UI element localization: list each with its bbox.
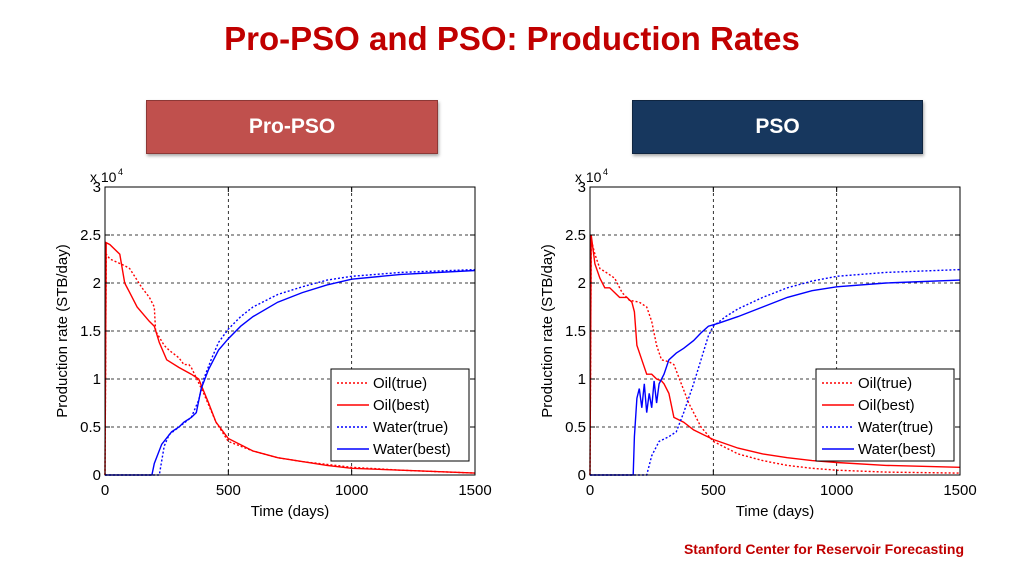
y-tick-label: 2.5 bbox=[80, 227, 101, 244]
legend-box bbox=[815, 368, 955, 462]
x-axis-label: Time (days) bbox=[736, 503, 815, 520]
x-tick-label: 500 bbox=[216, 482, 241, 499]
y-multiplier-label: x 10 bbox=[90, 169, 117, 185]
x-tick-label: 0 bbox=[586, 482, 594, 499]
series-line-water-true bbox=[590, 268, 961, 476]
y-axis-label: Production rate (STB/day) bbox=[539, 244, 556, 417]
y-tick-label: 1.5 bbox=[80, 323, 101, 340]
y-tick-label: 2 bbox=[578, 275, 586, 292]
y-tick-label: 2 bbox=[93, 275, 101, 292]
x-axis-label: Time (days) bbox=[251, 503, 330, 520]
y-multiplier-exponent: 4 bbox=[603, 167, 608, 177]
x-tick-label: 0 bbox=[101, 482, 109, 499]
y-multiplier-exponent: 4 bbox=[118, 167, 123, 177]
series-line-oil-best bbox=[589, 234, 961, 476]
y-tick-label: 1 bbox=[578, 371, 586, 388]
y-tick-label: 3 bbox=[578, 179, 586, 196]
footer-credit: Stanford Center for Reservoir Forecastin… bbox=[683, 541, 964, 557]
x-tick-label: 1500 bbox=[943, 482, 976, 499]
legend-label: Water(true) bbox=[373, 419, 448, 436]
y-tick-label: 0 bbox=[93, 467, 101, 484]
series-line-water-best bbox=[590, 279, 961, 476]
legend-label: Water(best) bbox=[858, 441, 936, 458]
x-tick-label: 1500 bbox=[458, 482, 491, 499]
y-tick-label: 2.5 bbox=[565, 227, 586, 244]
pro-pso-production-chart: 0 500 1000 1500 0 0.5 1 1.5 2 2.5 3x 10 4 Time (days… bbox=[54, 167, 492, 520]
series-line-oil-true bbox=[589, 239, 961, 476]
page-title: Pro-PSO and PSO: Production Rates bbox=[224, 20, 800, 57]
x-tick-label: 1000 bbox=[820, 482, 853, 499]
pso-production-chart: 0 500 1000 1500 0 0.5 1 1.5 2 2.5 3x 10 4 Time (days… bbox=[539, 167, 977, 520]
x-tick-label: 1000 bbox=[335, 482, 368, 499]
legend-label: Oil(true) bbox=[858, 375, 912, 392]
pro-pso-panel-label: Pro-PSO bbox=[248, 115, 336, 138]
y-tick-label: 0.5 bbox=[80, 419, 101, 436]
pso-panel-header: PSO bbox=[632, 100, 923, 154]
y-tick-label: 0 bbox=[578, 467, 586, 484]
legend-label: Water(best) bbox=[373, 441, 451, 458]
x-tick-label: 500 bbox=[701, 482, 726, 499]
y-tick-label: 1.5 bbox=[565, 323, 586, 340]
legend-label: Oil(best) bbox=[858, 397, 915, 414]
series-line-water-best bbox=[105, 269, 476, 476]
pso-panel-label: PSO bbox=[755, 115, 800, 138]
series-line-oil-true bbox=[104, 252, 476, 476]
legend-label: Water(true) bbox=[858, 419, 933, 436]
legend-label: Oil(best) bbox=[373, 397, 430, 414]
series-line-oil-best bbox=[104, 241, 476, 476]
legend-label: Oil(true) bbox=[373, 375, 427, 392]
y-tick-label: 0.5 bbox=[565, 419, 586, 436]
y-tick-label: 1 bbox=[93, 371, 101, 388]
pro-pso-panel-header: Pro-PSO bbox=[146, 100, 438, 154]
legend-box bbox=[330, 368, 470, 462]
y-multiplier-label: x 10 bbox=[575, 169, 602, 185]
y-tick-label: 3 bbox=[93, 179, 101, 196]
y-axis-label: Production rate (STB/day) bbox=[54, 244, 71, 417]
